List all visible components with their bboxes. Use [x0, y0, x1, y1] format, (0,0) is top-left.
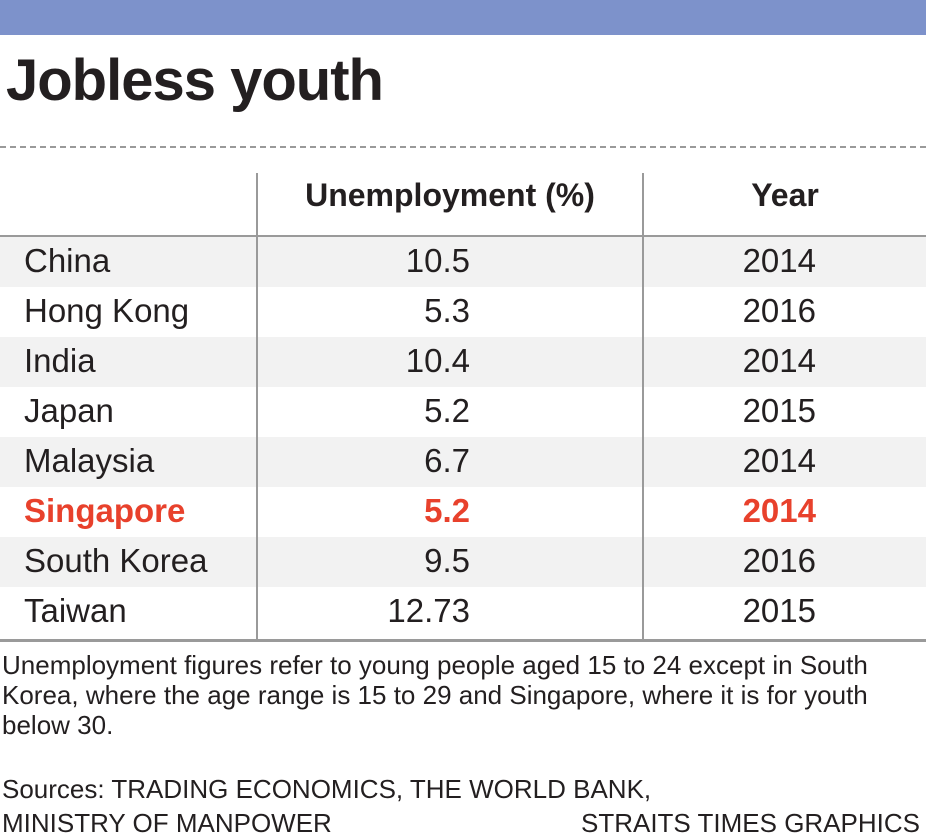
bottom-rule [0, 639, 926, 642]
graphics-credit: STRAITS TIMES GRAPHICS [580, 808, 920, 838]
year-cell: 2014 [742, 492, 816, 529]
table-row: Singapore 5.2 2014 [0, 487, 926, 537]
country-cell: Hong Kong [24, 292, 190, 329]
header-unemployment: Unemployment (%) [305, 177, 595, 213]
table-body: China 10.5 2014 Hong Kong 5.3 2016 India 10.4 20… [0, 237, 926, 637]
column-divider-1 [256, 173, 258, 641]
country-cell: Malaysia [24, 442, 155, 479]
unemployment-cell: 6.7 [424, 442, 470, 479]
dashed-divider [0, 146, 926, 148]
table-row: Malaysia 6.7 2014 [0, 437, 926, 487]
unemployment-cell: 5.2 [424, 392, 470, 429]
unemployment-cell: 10.4 [405, 342, 470, 379]
table-row: Taiwan 12.73 2015 [0, 587, 926, 637]
top-color-bar [0, 0, 926, 35]
table-row: Hong Kong 5.3 2016 [0, 287, 926, 337]
year-cell: 2015 [742, 592, 816, 629]
unemployment-cell: 10.5 [405, 242, 470, 279]
header-rule [0, 235, 926, 237]
page-title: Jobless youth [6, 48, 384, 113]
country-cell: India [24, 342, 96, 379]
table-row: India 10.4 2014 [0, 337, 926, 387]
footnote: Unemployment figures refer to young peop… [2, 650, 868, 740]
column-divider-2 [642, 173, 644, 641]
header-year: Year [751, 177, 819, 213]
year-cell: 2014 [742, 442, 816, 479]
country-cell: Taiwan [24, 592, 127, 629]
table-row: South Korea 9.5 2016 [0, 537, 926, 587]
year-cell: 2016 [742, 292, 816, 329]
year-cell: 2014 [742, 342, 816, 379]
unemployment-cell: 9.5 [424, 542, 470, 579]
year-cell: 2015 [742, 392, 816, 429]
country-cell: South Korea [24, 542, 208, 579]
table-row: China 10.5 2014 [0, 237, 926, 287]
unemployment-cell: 5.2 [424, 492, 470, 529]
unemployment-cell: 12.73 [387, 592, 470, 629]
country-cell: China [24, 242, 111, 279]
data-table: Unemployment (%) Year China 10.5 2014 Hong … [0, 163, 926, 642]
table-row: Japan 5.2 2015 [0, 387, 926, 437]
sources-text: Sources: TRADING ECONOMICS, THE WORLD BA… [2, 774, 652, 838]
year-cell: 2014 [742, 242, 816, 279]
unemployment-cell: 5.3 [424, 292, 470, 329]
year-cell: 2016 [742, 542, 816, 579]
table-header-row: Unemployment (%) Year [0, 163, 926, 235]
country-cell: Japan [24, 392, 114, 429]
country-cell: Singapore [24, 492, 186, 529]
